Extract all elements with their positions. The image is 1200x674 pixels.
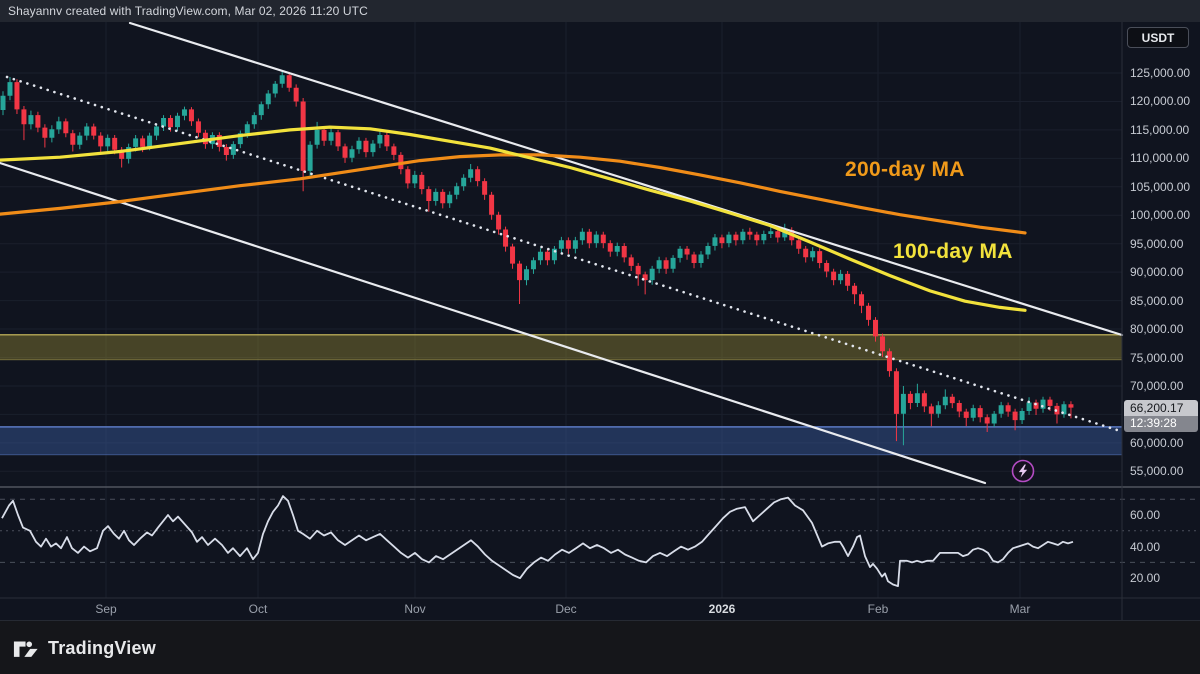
channel-bottom-line[interactable]	[0, 161, 987, 485]
rsi-tick-label: 20.00	[1130, 571, 1161, 586]
time-tick-label-2026: 2026	[708, 602, 736, 616]
attribution-text: Shayannv created with TradingView.com, M…	[8, 4, 368, 18]
rsi-pane[interactable]	[0, 495, 1200, 587]
channel-top-line[interactable]	[128, 21, 1124, 337]
price-tick-label: 125,000.00	[1130, 66, 1191, 80]
tradingview-logo-mark[interactable]	[13, 637, 39, 659]
price-tick-label: 95,000.00	[1130, 236, 1184, 251]
price-tick-label: 115,000.00	[1130, 122, 1190, 137]
last-price-value: 66,200.17	[1124, 399, 1198, 416]
tradingview-logo-text[interactable]: TradingView	[48, 637, 156, 658]
time-tick-label-mar: Mar	[1009, 602, 1031, 616]
support-zone[interactable]	[0, 426, 1122, 456]
price-tick-label: 70,000.00	[1130, 378, 1184, 393]
rsi-line	[1, 495, 1074, 587]
candlesticks-layer[interactable]	[0, 70, 1074, 446]
countdown-timer: 12:39:28	[1124, 415, 1198, 432]
lightning-bolt-glyph	[1018, 464, 1028, 478]
time-axis[interactable]: Sep Oct Nov Dec 2026 Feb Mar	[0, 598, 1122, 620]
price-tick-label: 75,000.00	[1130, 350, 1184, 365]
resistance-zone[interactable]	[0, 333, 1122, 361]
flash-icon[interactable]	[1009, 457, 1037, 485]
ma100-label: 100-day MA	[893, 240, 1013, 263]
rsi-tick-label: 60.00	[1130, 508, 1161, 522]
price-tick-label: 80,000.00	[1130, 322, 1184, 337]
time-tick-label-nov: Nov	[404, 602, 426, 616]
price-tick-label: 105,000.00	[1130, 179, 1191, 194]
price-tick-label: 90,000.00	[1130, 265, 1184, 280]
ma200-label: 200-day MA	[845, 158, 965, 181]
price-tick-label: 85,000.00	[1130, 293, 1184, 308]
channel-mid-dotted-line[interactable]	[5, 75, 1119, 432]
rsi-tick-label: 40.00	[1130, 539, 1161, 554]
ma200-line[interactable]	[0, 153, 1027, 235]
time-tick-label-oct: Oct	[248, 602, 268, 616]
price-tick-label: 55,000.00	[1130, 464, 1184, 479]
quote-currency-button[interactable]: USDT	[1127, 27, 1189, 48]
time-tick-label-dec: Dec	[555, 602, 577, 616]
ma100-line[interactable]	[0, 125, 1027, 312]
up-candles	[0, 70, 1067, 446]
price-tick-label: 120,000.00	[1130, 94, 1191, 109]
last-price-badge[interactable]: 66,200.17 12:39:28	[1124, 399, 1198, 432]
price-tick-label: 110,000.00	[1130, 151, 1190, 166]
chart-canvas[interactable]	[0, 0, 1200, 620]
price-axis[interactable]: 125,000.00 120,000.00 115,000.00 110,000.00…	[1122, 22, 1200, 598]
attribution-bar: Shayannv created with TradingView.com, M…	[0, 0, 1200, 22]
time-tick-label-sep: Sep	[95, 602, 117, 616]
footer-bar: TradingView	[0, 620, 1200, 674]
price-tick-label: 60,000.00	[1130, 435, 1184, 450]
time-tick-label-feb: Feb	[867, 602, 889, 616]
price-tick-label: 100,000.00	[1130, 208, 1191, 223]
